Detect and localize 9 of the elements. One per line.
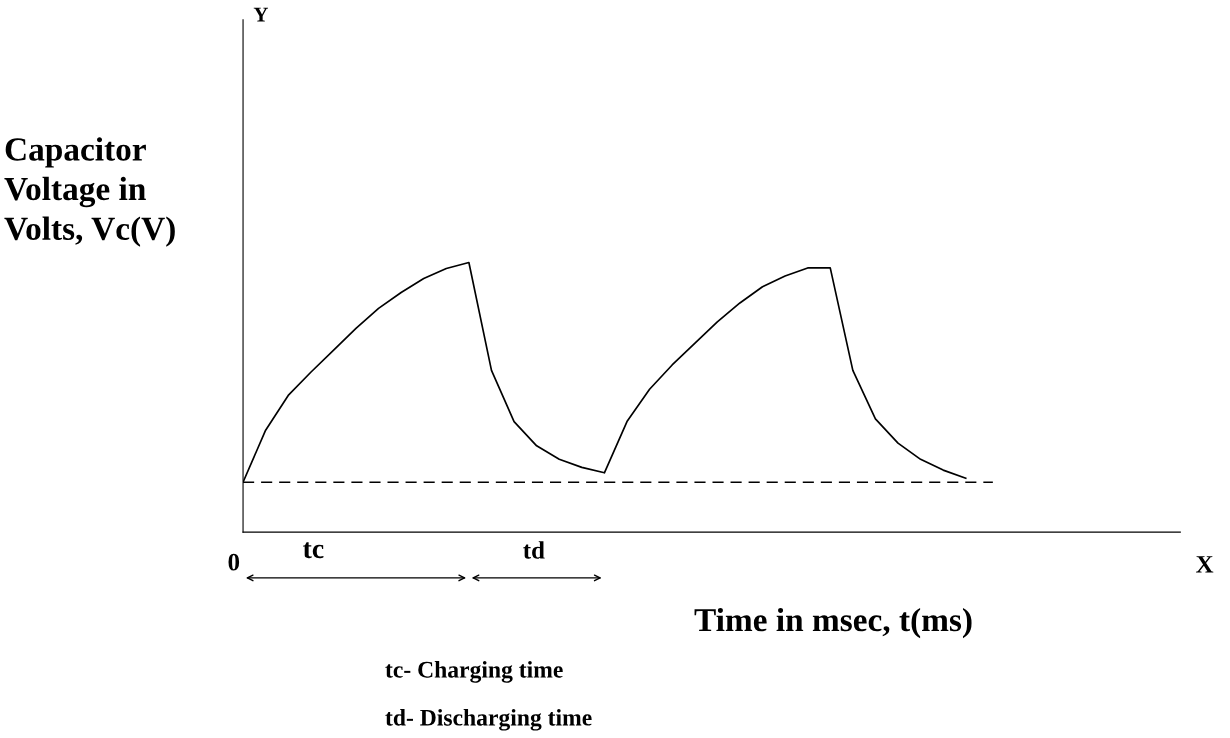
y-axis-title: Capacitor Voltage in Volts, Vc(V)	[4, 137, 175, 247]
text: X	[1196, 556, 1214, 573]
x-axis-title: Time in msec, t(ms)	[694, 607, 972, 639]
text: tc- Charging time	[385, 661, 563, 683]
text: td	[523, 541, 545, 559]
text: 0	[228, 553, 240, 571]
text: td- Discharging time	[385, 709, 592, 731]
text: Y	[253, 7, 269, 22]
text: tc	[303, 542, 324, 559]
